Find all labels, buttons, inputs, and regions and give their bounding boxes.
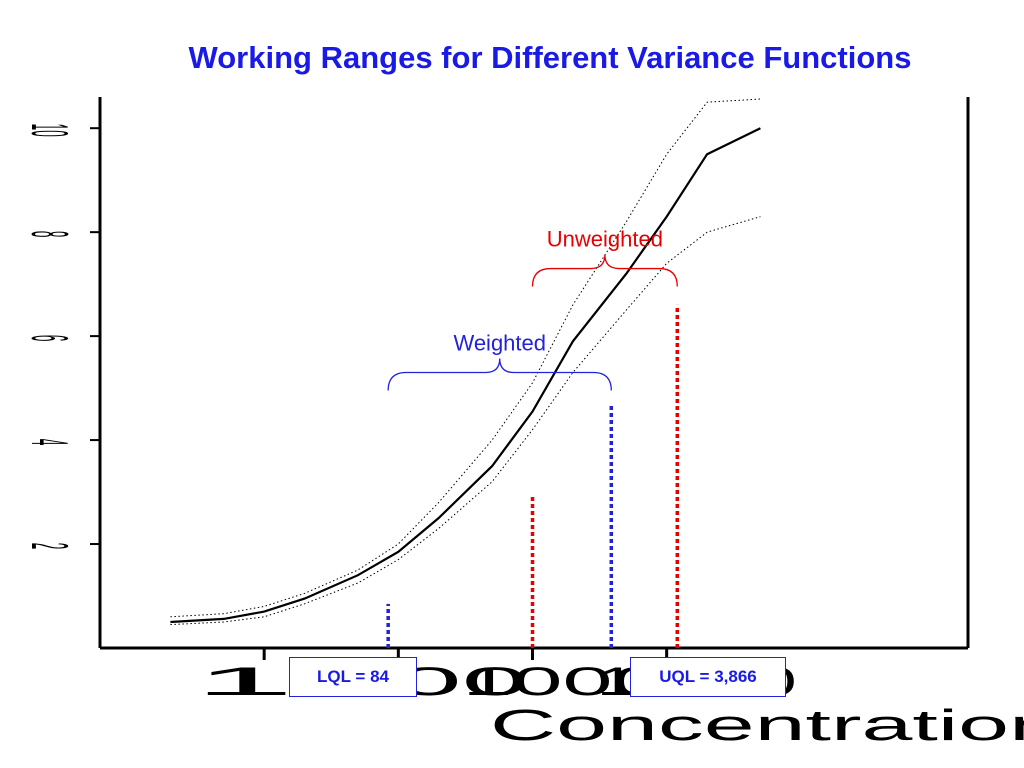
lower-band-line [170,216,761,626]
fit-curve-group [170,127,761,624]
brace-label: Unweighted [547,227,663,252]
x-axis-title: Concentration [490,701,1024,750]
y-tick-label: 4 [21,439,79,446]
y-tick-label: 10 [21,124,79,137]
confidence-bands [170,98,761,626]
brace-unweighted [531,254,678,287]
upper-band-line [170,98,761,618]
fit-curve [170,127,761,624]
uql-label: UQL = 3,866 [630,657,786,697]
brace-label: Weighted [453,331,546,356]
x-tick-label: 1000 [463,660,663,704]
brace-weighted [387,358,612,391]
y-tick-label: 6 [21,335,79,342]
lql-label: LQL = 84 [289,657,417,697]
y-tick-label: 2 [21,543,79,550]
y-tick-label: 8 [21,231,79,238]
chart-title: Working Ranges for Different Variance Fu… [188,40,912,75]
range-limit-lines [386,304,680,648]
range-braces: Weighted Unweighted [387,227,678,391]
chart-axes: 2 4 6 8 10 [21,97,970,660]
